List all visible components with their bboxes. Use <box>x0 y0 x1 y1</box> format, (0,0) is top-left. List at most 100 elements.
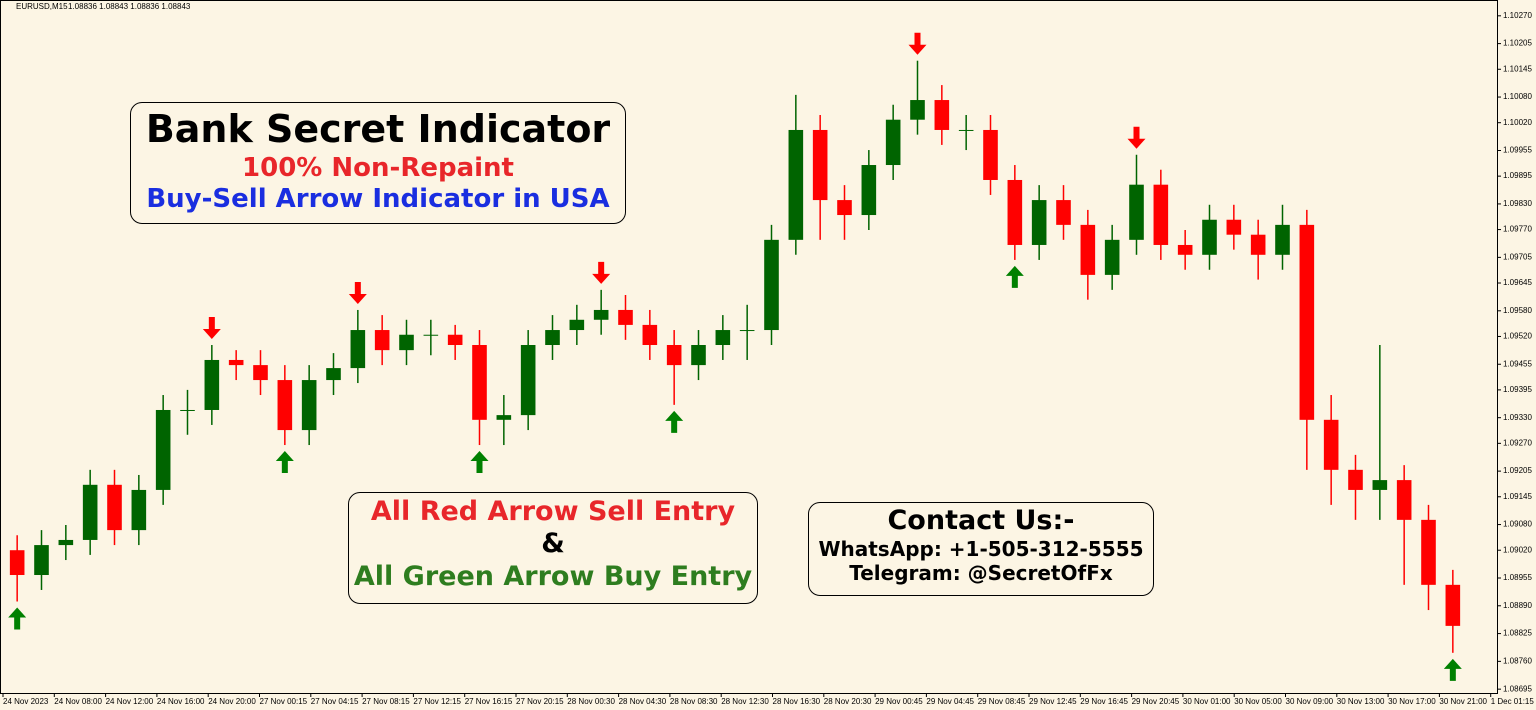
y-tick-label: 1.09955 <box>1503 146 1532 155</box>
candle-body <box>764 239 779 331</box>
x-tick-label: 30 Nov 21:00 <box>1439 697 1487 706</box>
sell-arrow <box>908 32 927 55</box>
contact-box: Contact Us:- WhatsApp: +1-505-312-5555 T… <box>808 502 1154 596</box>
box-line: & <box>541 528 565 560</box>
candle-body <box>34 545 49 576</box>
candle-body <box>812 129 828 201</box>
y-tick-label: 1.09645 <box>1503 278 1532 287</box>
candle-body <box>885 119 901 166</box>
candle-body <box>642 324 658 346</box>
candle-body <box>739 330 755 332</box>
x-tick-label: 30 Nov 13:00 <box>1337 697 1385 706</box>
x-tick-label: 24 Nov 16:00 <box>157 697 205 706</box>
y-tick-label: 1.10020 <box>1503 118 1532 127</box>
y-tick-label: 1.09580 <box>1503 306 1532 315</box>
candle-body <box>934 100 950 130</box>
candle-body <box>618 309 633 325</box>
candle-body <box>1372 480 1388 490</box>
x-tick-label: 27 Nov 16:15 <box>465 697 513 706</box>
buy-arrow <box>470 451 489 474</box>
box-title: Bank Secret Indicator <box>145 107 611 151</box>
candle-body <box>1056 200 1071 225</box>
box-line: Telegram: @SecretOfFx <box>849 561 1113 586</box>
y-tick-label: 1.09080 <box>1503 520 1532 529</box>
candle-body <box>788 129 804 240</box>
y-tick-label: 1.09395 <box>1503 385 1532 394</box>
entry-box: All Red Arrow Sell Entry & All Green Arr… <box>348 492 758 604</box>
candle-body <box>983 129 998 180</box>
candle-body <box>399 334 414 351</box>
candle-body <box>1177 244 1193 255</box>
x-tick-label: 30 Nov 01:00 <box>1183 697 1231 706</box>
candle-body <box>715 330 731 346</box>
sell-arrow <box>202 317 221 340</box>
quote: 1.08836 1.08843 1.08836 1.08843 <box>68 2 191 11</box>
candle-body <box>1129 184 1144 240</box>
candle-body <box>1007 179 1023 245</box>
x-tick-label: 27 Nov 00:15 <box>260 697 308 706</box>
candle-body <box>1275 224 1290 255</box>
x-tick-label: 27 Nov 20:15 <box>516 697 564 706</box>
plot-frame <box>0 0 1498 694</box>
candle-body <box>277 380 293 431</box>
y-tick-label: 1.10080 <box>1503 92 1532 101</box>
candle-body <box>1396 480 1412 520</box>
x-tick-label: 27 Nov 04:15 <box>311 697 359 706</box>
candle-body <box>155 409 171 490</box>
candle-body <box>326 368 341 381</box>
box-line: All Green Arrow Buy Entry <box>353 560 753 592</box>
buy-arrow <box>665 410 684 433</box>
buy-arrow <box>275 451 294 474</box>
candle-body <box>253 365 268 381</box>
candle-body <box>520 345 536 416</box>
y-tick-label: 1.09520 <box>1503 332 1532 341</box>
y-tick-label: 1.09705 <box>1503 252 1532 261</box>
box-line: WhatsApp: +1-505-312-5555 <box>818 537 1144 562</box>
x-tick-label: 30 Nov 05:00 <box>1234 697 1282 706</box>
candle-body <box>1226 219 1242 235</box>
candle-body <box>1348 469 1363 490</box>
box-line: All Red Arrow Sell Entry <box>370 496 736 527</box>
x-tick-label: 29 Nov 16:45 <box>1080 697 1128 706</box>
buy-arrow <box>1443 658 1462 681</box>
sell-arrow <box>1127 126 1146 149</box>
title-box: Bank Secret Indicator 100% Non-Repaint B… <box>130 102 626 224</box>
x-tick-label: 28 Nov 20:30 <box>824 697 872 706</box>
candle-body <box>910 100 925 120</box>
x-tick-label: 30 Nov 09:00 <box>1286 697 1334 706</box>
x-tick-label: 29 Nov 20:45 <box>1132 697 1180 706</box>
x-tick-label: 30 Nov 17:00 <box>1388 697 1436 706</box>
x-tick-label: 28 Nov 08:30 <box>670 697 718 706</box>
x-tick-label: 24 Nov 12:00 <box>106 697 154 706</box>
candle-body <box>837 200 852 216</box>
y-tick-label: 1.08695 <box>1503 684 1532 693</box>
candle-body <box>691 345 706 366</box>
y-tick-label: 1.09020 <box>1503 545 1532 554</box>
y-tick-label: 1.09895 <box>1503 171 1532 180</box>
x-tick-label: 24 Nov 08:00 <box>54 697 102 706</box>
y-tick-label: 1.09330 <box>1503 413 1532 422</box>
x-tick-label: 24 Nov 20:00 <box>208 697 256 706</box>
candle-body <box>423 334 439 336</box>
x-tick-label: 28 Nov 04:30 <box>619 697 667 706</box>
x-tick-label: 28 Nov 00:30 <box>567 697 615 706</box>
x-tick-label: 24 Nov 2023 <box>3 697 49 706</box>
candle-body <box>1031 200 1047 245</box>
candle-body <box>228 359 244 366</box>
x-tick-label: 29 Nov 00:45 <box>875 697 923 706</box>
candle-body <box>666 345 682 366</box>
candle-body <box>180 409 195 411</box>
candle-body <box>1153 184 1169 245</box>
candle-body <box>82 484 98 540</box>
y-tick-label: 1.09770 <box>1503 225 1532 234</box>
x-tick-label: 1 Dec 01:15 <box>1491 697 1535 706</box>
candle-body <box>569 319 585 331</box>
x-tick-label: 28 Nov 12:30 <box>721 697 769 706</box>
y-tick-label: 1.09455 <box>1503 359 1532 368</box>
sell-arrow <box>348 281 367 304</box>
symbol: EURUSD,M15 <box>16 2 68 11</box>
candle-body <box>496 415 512 420</box>
y-tick-label: 1.09145 <box>1503 492 1532 501</box>
box-line: 100% Non-Repaint <box>242 152 514 183</box>
